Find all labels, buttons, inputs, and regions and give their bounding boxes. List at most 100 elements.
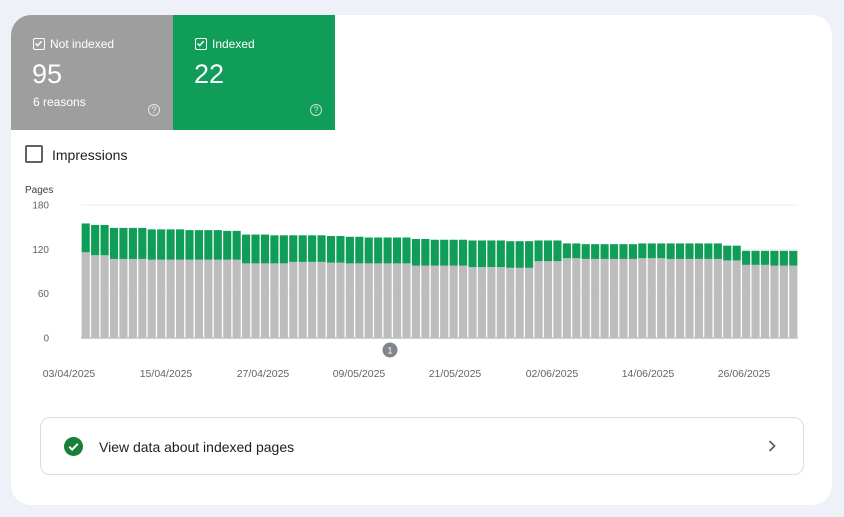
- indexed-tile[interactable]: Indexed 22 ?: [173, 15, 335, 130]
- x-tick-label: 09/05/2025: [333, 368, 386, 380]
- bar-indexed: [119, 227, 128, 259]
- bar-not-indexed: [223, 259, 232, 338]
- bar-not-indexed: [676, 258, 685, 338]
- x-tick-label: 21/05/2025: [429, 368, 482, 380]
- bar-indexed: [468, 240, 477, 268]
- bar-indexed: [355, 236, 364, 264]
- bar-indexed: [685, 243, 694, 259]
- bar-indexed: [430, 239, 439, 266]
- bar-not-indexed: [157, 259, 166, 338]
- bar-indexed: [496, 240, 505, 268]
- bar-not-indexed: [704, 258, 713, 338]
- bar-not-indexed: [194, 259, 203, 338]
- bar-not-indexed: [600, 258, 609, 338]
- bar-indexed: [100, 224, 109, 256]
- bar-not-indexed: [591, 258, 600, 338]
- bar-not-indexed: [459, 265, 468, 338]
- bar-not-indexed: [487, 267, 496, 338]
- bar-indexed: [459, 239, 468, 266]
- not-indexed-tile[interactable]: Not indexed 95 6 reasons ?: [11, 15, 173, 130]
- bar-indexed: [392, 237, 402, 264]
- bar-not-indexed: [638, 258, 647, 338]
- chevron-right-icon: [768, 440, 776, 452]
- bar-indexed: [609, 244, 619, 259]
- bar-not-indexed: [525, 267, 534, 338]
- y-axis-title: Pages: [25, 185, 53, 196]
- bar-indexed: [770, 250, 779, 266]
- bar-indexed: [581, 244, 590, 259]
- view-indexed-pages-link[interactable]: View data about indexed pages: [40, 417, 804, 475]
- bar-not-indexed: [336, 262, 345, 338]
- checkbox-checked-icon[interactable]: [195, 38, 207, 50]
- bar-not-indexed: [374, 263, 383, 338]
- bar-not-indexed: [742, 264, 751, 338]
- bar-not-indexed: [232, 259, 241, 338]
- bar-indexed: [440, 239, 449, 266]
- bar-not-indexed: [289, 261, 298, 338]
- bar-indexed: [374, 237, 383, 264]
- bar-not-indexed: [468, 267, 477, 338]
- impressions-checkbox[interactable]: [25, 145, 43, 163]
- bar-indexed: [600, 244, 609, 259]
- bar-indexed: [223, 230, 232, 260]
- y-tick-label: 180: [32, 201, 49, 212]
- bar-not-indexed: [81, 252, 90, 338]
- bar-not-indexed: [119, 258, 128, 338]
- bar-not-indexed: [723, 260, 732, 338]
- annotation-badge-label: 1: [387, 346, 392, 356]
- checkbox-checked-icon[interactable]: [33, 38, 45, 50]
- bar-indexed: [308, 235, 317, 262]
- bar-not-indexed: [260, 263, 270, 338]
- bar-not-indexed: [713, 258, 722, 338]
- x-tick-label: 02/06/2025: [526, 368, 579, 380]
- bar-not-indexed: [619, 258, 628, 338]
- indexed-label: Indexed: [212, 37, 255, 51]
- help-icon[interactable]: ?: [148, 104, 160, 116]
- bar-indexed: [704, 243, 713, 259]
- bar-indexed: [364, 237, 373, 264]
- bar-not-indexed: [364, 263, 373, 338]
- bar-not-indexed: [204, 259, 213, 338]
- bar-indexed: [487, 240, 496, 268]
- bar-indexed: [138, 227, 147, 259]
- bar-indexed: [449, 239, 458, 266]
- bar-indexed: [676, 243, 685, 259]
- not-indexed-label: Not indexed: [50, 37, 115, 51]
- bar-indexed: [91, 224, 100, 256]
- bar-indexed: [534, 240, 543, 262]
- bar-not-indexed: [308, 261, 317, 338]
- bar-not-indexed: [317, 261, 326, 338]
- bar-indexed: [242, 234, 251, 264]
- bar-not-indexed: [666, 258, 675, 338]
- bar-not-indexed: [562, 258, 571, 338]
- bar-indexed: [760, 250, 770, 265]
- check-circle-icon: [64, 437, 83, 456]
- bar-not-indexed: [383, 263, 392, 338]
- bar-indexed: [383, 237, 392, 264]
- bar-indexed: [779, 250, 788, 266]
- bar-indexed: [742, 250, 751, 265]
- bar-not-indexed: [91, 255, 100, 338]
- not-indexed-count: 95: [32, 59, 63, 89]
- bar-not-indexed: [411, 265, 420, 338]
- bar-indexed: [553, 240, 562, 262]
- x-tick-label: 27/04/2025: [237, 368, 290, 380]
- help-icon[interactable]: ?: [310, 104, 322, 116]
- bar-not-indexed: [657, 258, 666, 338]
- bar-indexed: [666, 243, 675, 259]
- index-coverage-card: Not indexed 95 6 reasons ? Indexed 22 ? …: [11, 15, 832, 505]
- bar-indexed: [515, 241, 524, 268]
- bar-indexed: [638, 243, 647, 259]
- bar-indexed: [789, 250, 798, 266]
- pages-chart: Pages 180 120 60 0 1 03/04/2025 15/04/2025 27/04…: [25, 185, 798, 380]
- bar-indexed: [506, 241, 515, 268]
- bar-not-indexed: [789, 265, 798, 338]
- bar-indexed: [572, 243, 581, 259]
- bar-indexed: [204, 230, 213, 260]
- bar-not-indexed: [430, 265, 439, 338]
- bar-not-indexed: [242, 263, 251, 338]
- bar-not-indexed: [326, 262, 336, 338]
- bar-not-indexed: [496, 267, 505, 338]
- bar-not-indexed: [298, 261, 307, 338]
- bar-not-indexed: [732, 260, 741, 338]
